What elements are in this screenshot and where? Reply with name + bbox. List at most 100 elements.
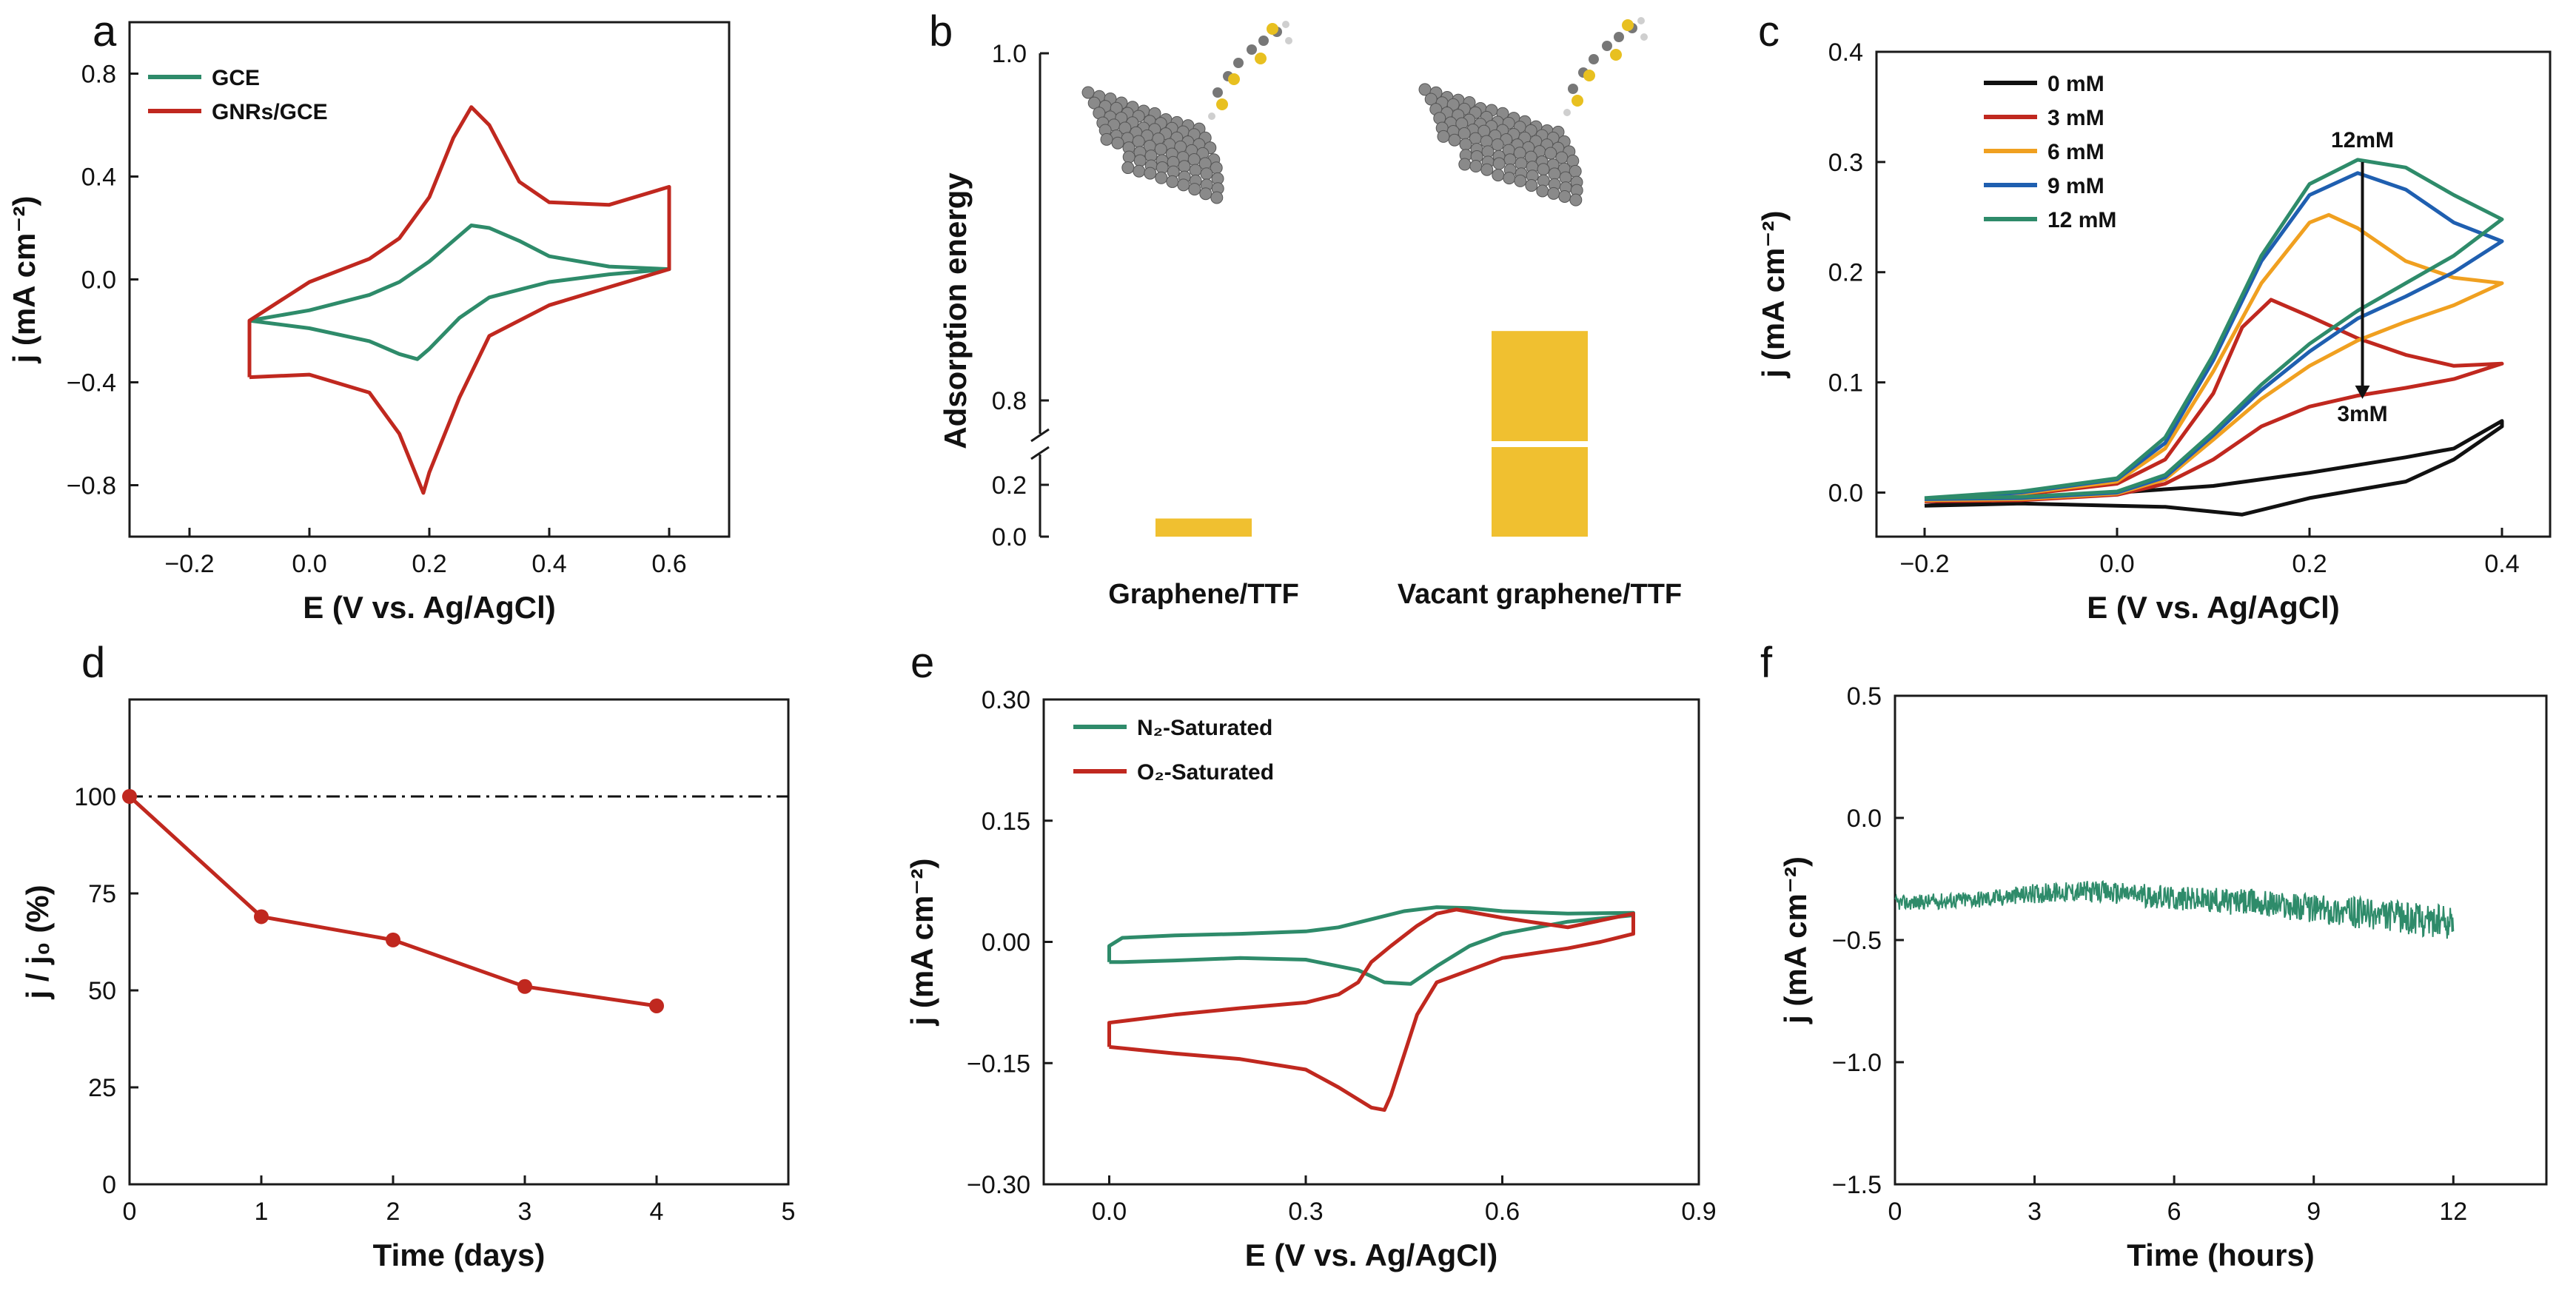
y-tick-label: 75: [88, 880, 116, 908]
legend-label: N₂-Saturated: [1137, 716, 1272, 740]
axis-break-mark: [1030, 428, 1050, 443]
carbon-atom: [1547, 187, 1560, 200]
y-axis-label: j / j₀ (%): [20, 885, 55, 999]
y-tick-label: −0.4: [67, 369, 116, 397]
y-axis-label: j (mA cm⁻²): [1778, 856, 1813, 1024]
legend-label: 9 mM: [2047, 174, 2104, 198]
hydrogen-atom: [1208, 113, 1215, 120]
x-axis-label: Time (hours): [2127, 1238, 2315, 1272]
y-tick-label: −0.5: [1832, 927, 1882, 955]
x-tick-label: 6: [2167, 1198, 2181, 1226]
x-tick-label: 0.0: [1092, 1198, 1127, 1226]
y-tick-label: 25: [88, 1074, 116, 1102]
data-point: [122, 789, 137, 804]
sulfur-atom: [1228, 73, 1240, 85]
panel-a-cv-chart: −0.2 0.0 0.2 0.4 0.6 −0.8 −0.4 0.0 0.4 0.8 E (V vs…: [7, 21, 731, 625]
x-tick-label: 0.3: [1288, 1198, 1323, 1226]
x-tick-label: 0: [123, 1198, 137, 1226]
y-tick-label: −0.30: [967, 1171, 1030, 1199]
carbon-atom: [1133, 164, 1146, 178]
molecule-illustration: [1081, 21, 1292, 204]
x-tick-label: 5: [782, 1198, 796, 1226]
carbon-atom: [1188, 183, 1201, 196]
carbon-atom: [1178, 160, 1191, 173]
sulfur-atom: [1610, 49, 1622, 61]
carbon-atom: [1210, 191, 1224, 204]
x-tick-label: 0.4: [2484, 550, 2519, 578]
x-tick-label: 3: [518, 1198, 532, 1226]
series-line-1: [1894, 879, 2455, 939]
y-tick-label: 0.0: [992, 523, 1027, 551]
carbon-atom: [1568, 84, 1578, 94]
carbon-atom: [1480, 163, 1494, 176]
y-tick-label: 50: [88, 977, 116, 1005]
x-tick-label: −0.2: [164, 550, 214, 578]
y-tick-label: 0.2: [992, 472, 1027, 500]
data-point: [517, 979, 532, 994]
category-label: Graphene/TTF: [1108, 579, 1299, 610]
x-tick-label: 9: [2307, 1198, 2321, 1226]
y-tick-label: 0.8: [81, 61, 116, 89]
y-tick-label: −1.0: [1832, 1049, 1882, 1077]
carbon-atom: [1480, 135, 1493, 148]
carbon-atom: [1469, 160, 1483, 173]
carbon-atom: [1424, 93, 1438, 106]
x-tick-label: 3: [2027, 1198, 2042, 1226]
y-axis-label: j (mA cm⁻²): [905, 859, 939, 1027]
series-line-5: [1924, 158, 2504, 500]
panel-e-saturation-cv-chart: 0.0 0.3 0.6 0.9 −0.30 −0.15 0.00 0.15 0.30 E (V v…: [905, 686, 1717, 1272]
panel-b-adsorption-chart: 0.0 0.2 0.8 1.0 Adsorption energy Graphene/TT…: [938, 17, 1682, 610]
y-tick-label: −1.5: [1832, 1171, 1882, 1199]
panel-letter-b: b: [929, 7, 953, 56]
hydrogen-atom: [1637, 17, 1645, 24]
series-line-4: [1924, 171, 2504, 501]
carbon-atom: [1199, 187, 1212, 201]
series-line-2: [1924, 298, 2504, 503]
x-tick-label: 2: [386, 1198, 400, 1226]
y-tick-label: 0.4: [1828, 38, 1863, 67]
y-tick-label: 0.1: [1828, 369, 1863, 397]
x-axis-label: Time (days): [373, 1238, 546, 1272]
x-tick-label: 0.2: [2292, 550, 2327, 578]
series-line-1: [1107, 905, 1635, 986]
carbon-atom: [1536, 184, 1549, 198]
y-tick-label: 0.5: [1847, 682, 1882, 711]
y-tick-label: 0.0: [1828, 479, 1863, 507]
x-axis-label: E (V vs. Ag/AgCl): [2087, 590, 2339, 625]
molecule-illustration: [1418, 17, 1648, 207]
series-line-1: [1924, 419, 2504, 517]
carbon-atom: [1437, 130, 1450, 143]
carbon-atom: [1111, 136, 1124, 150]
hydrogen-atom: [1282, 21, 1289, 28]
sulfur-atom: [1622, 19, 1634, 31]
series-line-3: [1924, 212, 2504, 503]
x-tick-label: 1: [255, 1198, 269, 1226]
y-tick-label: 0.3: [1828, 149, 1863, 177]
carbon-atom: [1446, 98, 1460, 111]
carbon-atom: [1212, 87, 1223, 98]
carbon-atom: [1491, 138, 1504, 151]
y-tick-label: 0.30: [982, 686, 1030, 714]
y-tick-label: 0.8: [992, 387, 1027, 415]
carbon-atom: [1459, 138, 1472, 151]
legend-label: 6 mM: [2047, 140, 2104, 164]
carbon-atom: [1537, 163, 1550, 176]
x-axis-label: E (V vs. Ag/AgCl): [1245, 1238, 1497, 1272]
carbon-atom: [1525, 179, 1538, 192]
x-tick-label: 0.4: [531, 550, 566, 578]
carbon-atom: [1155, 171, 1168, 184]
panel-letter-c: c: [1758, 7, 1780, 56]
y-tick-label: 0.00: [982, 929, 1030, 957]
plot-frame: [128, 698, 790, 1186]
carbon-atom: [1492, 169, 1505, 182]
series-line-2: [1107, 907, 1635, 1113]
x-tick-label: −0.2: [1899, 550, 1949, 578]
carbon-atom: [1589, 54, 1599, 64]
x-axis-label: E (V vs. Ag/AgCl): [303, 590, 555, 625]
carbon-atom: [1548, 167, 1561, 181]
x-tick-label: 0.0: [2099, 550, 2134, 578]
data-point: [649, 998, 664, 1013]
panel-c-concentration-cv-chart: −0.2 0.0 0.2 0.4 0.0 0.1 0.2 0.3 0.4 E (V vs. Ag/…: [1756, 38, 2552, 625]
panel-letter-a: a: [93, 7, 117, 56]
carbon-atom: [1569, 193, 1583, 207]
